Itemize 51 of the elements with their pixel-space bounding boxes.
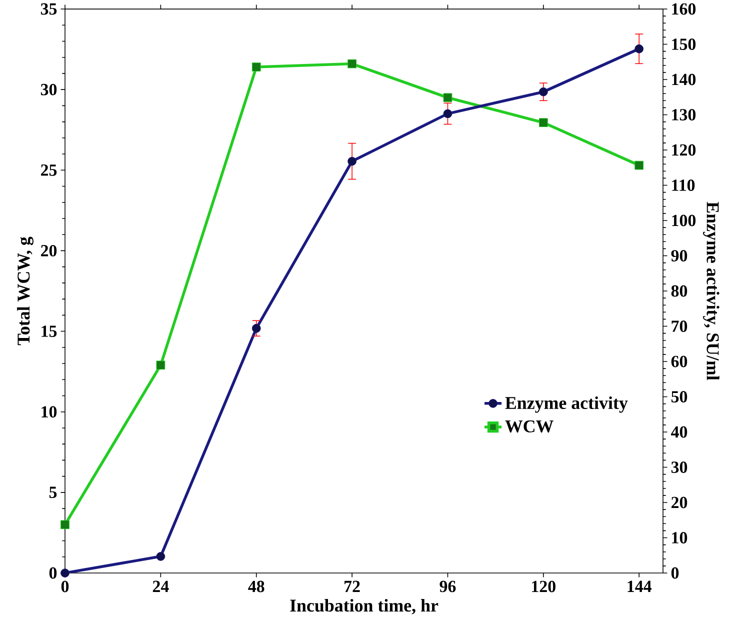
point [156,360,166,370]
point [443,109,452,118]
y-tick-label: 5 [49,486,57,498]
y2-tick-label: 60 [671,356,688,368]
y2-tick-label: 120 [672,144,696,156]
y-tick-label: 20 [41,244,57,256]
y2-tick-label: 150 [672,38,696,50]
y2-tick-label: 40 [671,426,688,438]
point [60,520,70,530]
point [538,87,548,96]
y2-tick-label: 130 [672,109,696,120]
x-tick-label: 72 [344,580,360,592]
point [252,324,261,333]
x-tick-label: 24 [152,580,169,592]
point [634,160,644,170]
x-tick-label: 144 [628,580,652,592]
y2-tick-label: 90 [671,250,688,262]
point [538,118,548,128]
y2-tick-label: 110 [672,180,695,191]
legend-label: Enzyme activity [505,396,628,413]
point [443,93,452,102]
x-tick-label: 96 [440,580,456,592]
y2-tick-label: 140 [672,74,696,86]
y-tick-label: 25 [41,164,57,176]
y2-tick-label: 160 [672,3,696,15]
y2-tick-label: 30 [671,462,688,473]
y2-axis-title: Enzyme activity, SU/ml [703,202,720,380]
y-axis-title: Total WCW, g [17,236,34,346]
y-tick-label: 15 [42,326,57,337]
y2-tick-label: 80 [671,285,688,297]
y2-tick-label: 10 [672,532,688,544]
x-axis-title: Incubation time, hr [290,599,438,614]
point [348,156,356,166]
y-tick-label: 35 [40,3,57,15]
point [348,59,356,68]
x-tick-label: 0 [61,580,69,592]
point [252,62,261,72]
x-tick-label: 120 [532,580,556,592]
y2-tick-label: 50 [671,391,688,402]
y2-tick-label: 70 [672,320,688,332]
y2-tick-label: 20 [671,496,688,508]
point [156,552,166,561]
x-tick-label: 48 [248,580,264,592]
y2-tick-label: 100 [672,214,696,226]
y-tick-label: 0 [49,567,57,579]
legend-label: WCW [505,420,554,432]
point [634,44,644,54]
point [60,568,70,578]
y-tick-label: 10 [42,406,57,418]
y2-tick-label: 0 [671,567,679,579]
y-tick-label: 30 [40,84,57,96]
